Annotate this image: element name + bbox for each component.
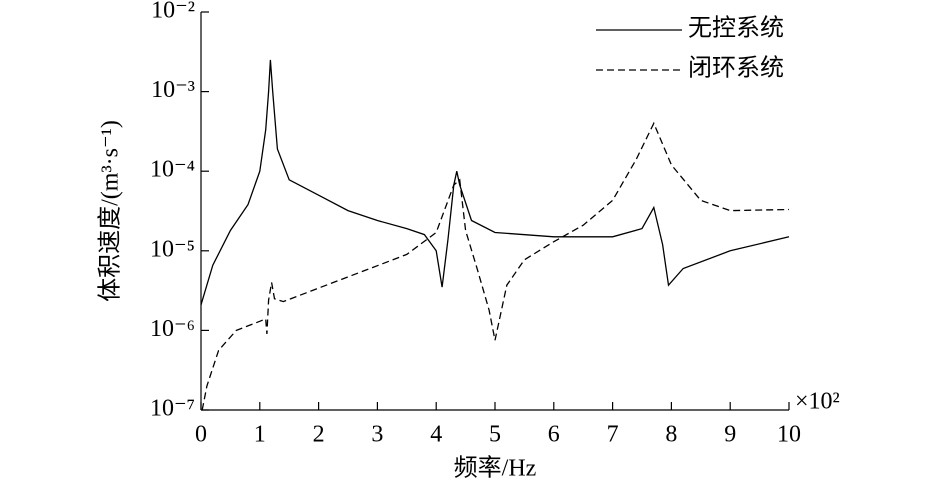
y-axis-label: 体积速度/(m³·s⁻¹) xyxy=(97,120,124,302)
x-tick-label: 3 xyxy=(371,422,383,448)
x-tick-label: 0 xyxy=(195,422,207,448)
x-multiplier: ×10² xyxy=(795,389,840,415)
x-tick-label: 7 xyxy=(607,422,619,448)
y-tick-label: 10⁻⁴ xyxy=(150,157,195,183)
x-tick-label: 2 xyxy=(313,422,325,448)
x-tick-label: 10 xyxy=(777,422,801,448)
data-line xyxy=(201,121,790,411)
x-axis-label: 频率/Hz xyxy=(454,455,537,482)
y-tick-label: 10⁻³ xyxy=(151,77,195,103)
y-tick-label: 10⁻⁷ xyxy=(150,396,195,422)
y-tick-label: 10⁻⁵ xyxy=(150,236,195,262)
legend-label: 无控系统 xyxy=(688,15,784,42)
y-tick-label: 10⁻⁶ xyxy=(150,316,195,342)
x-tick-label: 8 xyxy=(665,422,677,448)
x-tick-label: 9 xyxy=(724,422,736,448)
data-line xyxy=(200,59,790,305)
x-tick-label: 1 xyxy=(254,422,266,448)
y-tick-label: 10⁻² xyxy=(151,0,195,24)
x-tick-label: 6 xyxy=(548,422,560,448)
x-tick-label: 4 xyxy=(430,422,442,448)
x-tick-label: 5 xyxy=(489,422,501,448)
legend-label: 闭环系统 xyxy=(688,55,784,82)
